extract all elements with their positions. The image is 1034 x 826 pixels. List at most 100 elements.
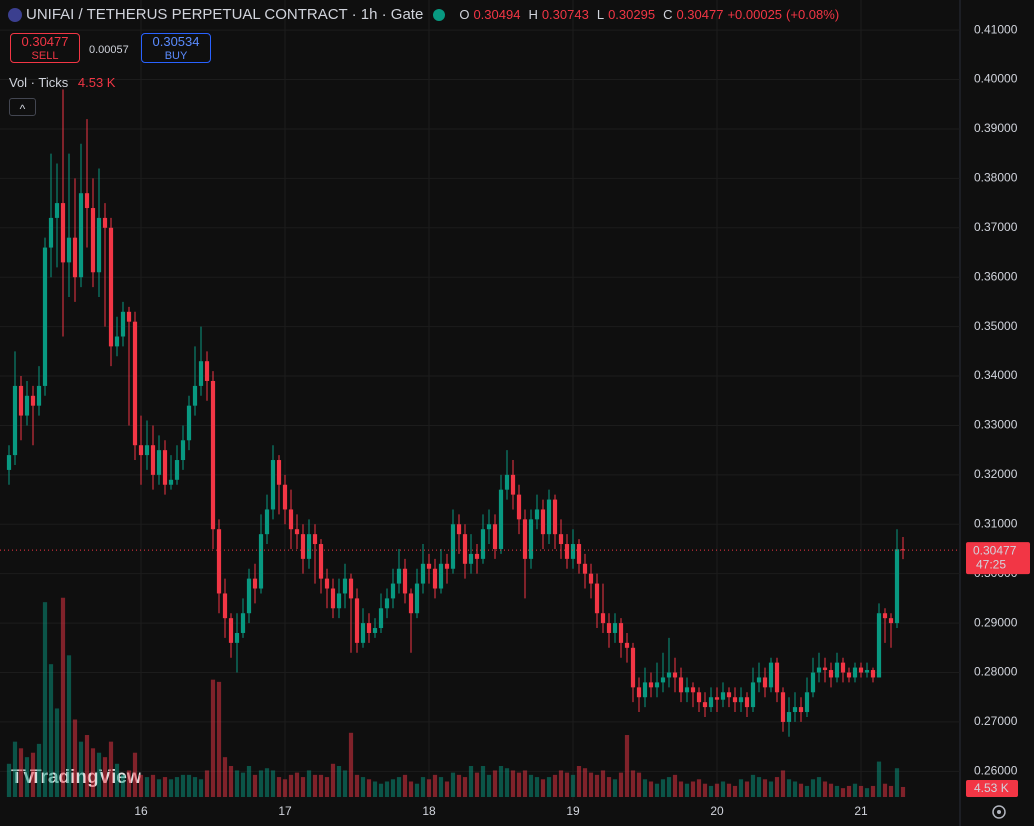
candle-body [732, 697, 738, 703]
candle-body [66, 237, 72, 263]
volume-bar [690, 781, 696, 797]
candle-body [78, 193, 84, 278]
candle-body [180, 440, 186, 461]
volume-bar [678, 781, 684, 797]
volume-bar [828, 783, 834, 797]
candle-body [672, 672, 678, 678]
candle-body [84, 193, 90, 209]
candle-body [888, 618, 894, 624]
candle-body [270, 460, 276, 510]
y-tick-label: 0.28000 [974, 665, 1018, 679]
volume-bar [900, 786, 906, 797]
settings-icon[interactable] [992, 805, 1006, 819]
volume-bar [186, 774, 192, 797]
y-tick-label: 0.38000 [974, 171, 1018, 185]
candle-body [696, 692, 702, 703]
sell-label: SELL [31, 50, 59, 62]
volume-bar [804, 785, 810, 797]
buy-price: 0.30534 [152, 34, 200, 49]
volume-bar [18, 748, 24, 797]
volume-bar [162, 777, 168, 797]
candle-body [606, 623, 612, 633]
candle-body [654, 682, 660, 688]
volume-bar [612, 779, 618, 797]
x-tick-label: 16 [134, 804, 148, 818]
volume-bar [630, 770, 636, 797]
volume-bar [750, 774, 756, 797]
candle-body [468, 553, 474, 564]
volume-bar [174, 777, 180, 797]
candle-body [138, 445, 144, 456]
y-tick-label: 0.26000 [974, 764, 1018, 778]
candle-body [636, 687, 642, 698]
candle-body [36, 385, 42, 406]
candle-body [630, 647, 636, 688]
header: UNIFAI / TETHERUS PERPETUAL CONTRACT · 1… [8, 6, 839, 23]
candle-body [834, 662, 840, 678]
sell-button[interactable]: 0.30477 SELL [10, 33, 80, 63]
buy-button[interactable]: 0.30534 BUY [141, 33, 211, 63]
candle-body [522, 519, 528, 559]
candle-body [690, 687, 696, 693]
candle-body [288, 509, 294, 530]
volume-bar [366, 779, 372, 797]
ohlc-label: O [459, 7, 470, 22]
candle-body [546, 499, 552, 535]
brand-logo: TV [11, 767, 36, 788]
volume-bar [396, 777, 402, 797]
candle-body [420, 563, 426, 584]
volume-bar [444, 781, 450, 797]
candle-body [150, 445, 156, 475]
candle-body [336, 593, 342, 609]
volume-bar [228, 766, 234, 797]
volume-bar [192, 777, 198, 797]
candle-body [456, 524, 462, 535]
volume-bar [306, 770, 312, 797]
volume-bar [294, 772, 300, 797]
candle-body [390, 583, 396, 599]
volume-bar [372, 781, 378, 797]
collapse-button[interactable]: ^ [9, 98, 36, 116]
candle-body [726, 692, 732, 698]
candle-body [786, 712, 792, 722]
volume-bar [24, 757, 30, 797]
volume-bar [360, 777, 366, 797]
volume-bar [618, 772, 624, 797]
volume-bar [564, 772, 570, 797]
candle-body [738, 697, 744, 703]
x-tick-label: 21 [854, 804, 868, 818]
volume-bar [888, 785, 894, 797]
candle-body [882, 613, 888, 619]
volume-bar [402, 774, 408, 797]
volume-bar [288, 774, 294, 797]
candle-body [204, 361, 210, 381]
ohlc-value: 0.30494 [473, 7, 521, 22]
candle-body [324, 578, 330, 589]
volume-bar [582, 768, 588, 797]
candle-body [792, 707, 798, 713]
volume-bar [834, 785, 840, 797]
candle-body [378, 608, 384, 629]
volume-bar [486, 774, 492, 797]
candle-body [498, 489, 504, 549]
volume-bar [84, 735, 90, 797]
volume-bar [90, 748, 96, 797]
candle-body [312, 534, 318, 545]
y-tick-label: 0.36000 [974, 269, 1018, 283]
candle-body [852, 667, 858, 678]
candle-body [12, 385, 18, 456]
candle-body [354, 598, 360, 643]
candle-body [432, 568, 438, 589]
candle-body [72, 237, 78, 278]
volume-bar [462, 777, 468, 797]
last-price-tag [966, 542, 1030, 575]
x-tick-label: 20 [710, 804, 724, 818]
y-tick-label: 0.34000 [974, 368, 1018, 382]
volume-bar [198, 779, 204, 797]
candle-body [540, 509, 546, 535]
candle-body [870, 670, 876, 678]
ohlc-label: C [663, 7, 673, 22]
candle-body [30, 395, 36, 406]
volume-bar [636, 772, 642, 797]
candle-body [306, 534, 312, 559]
